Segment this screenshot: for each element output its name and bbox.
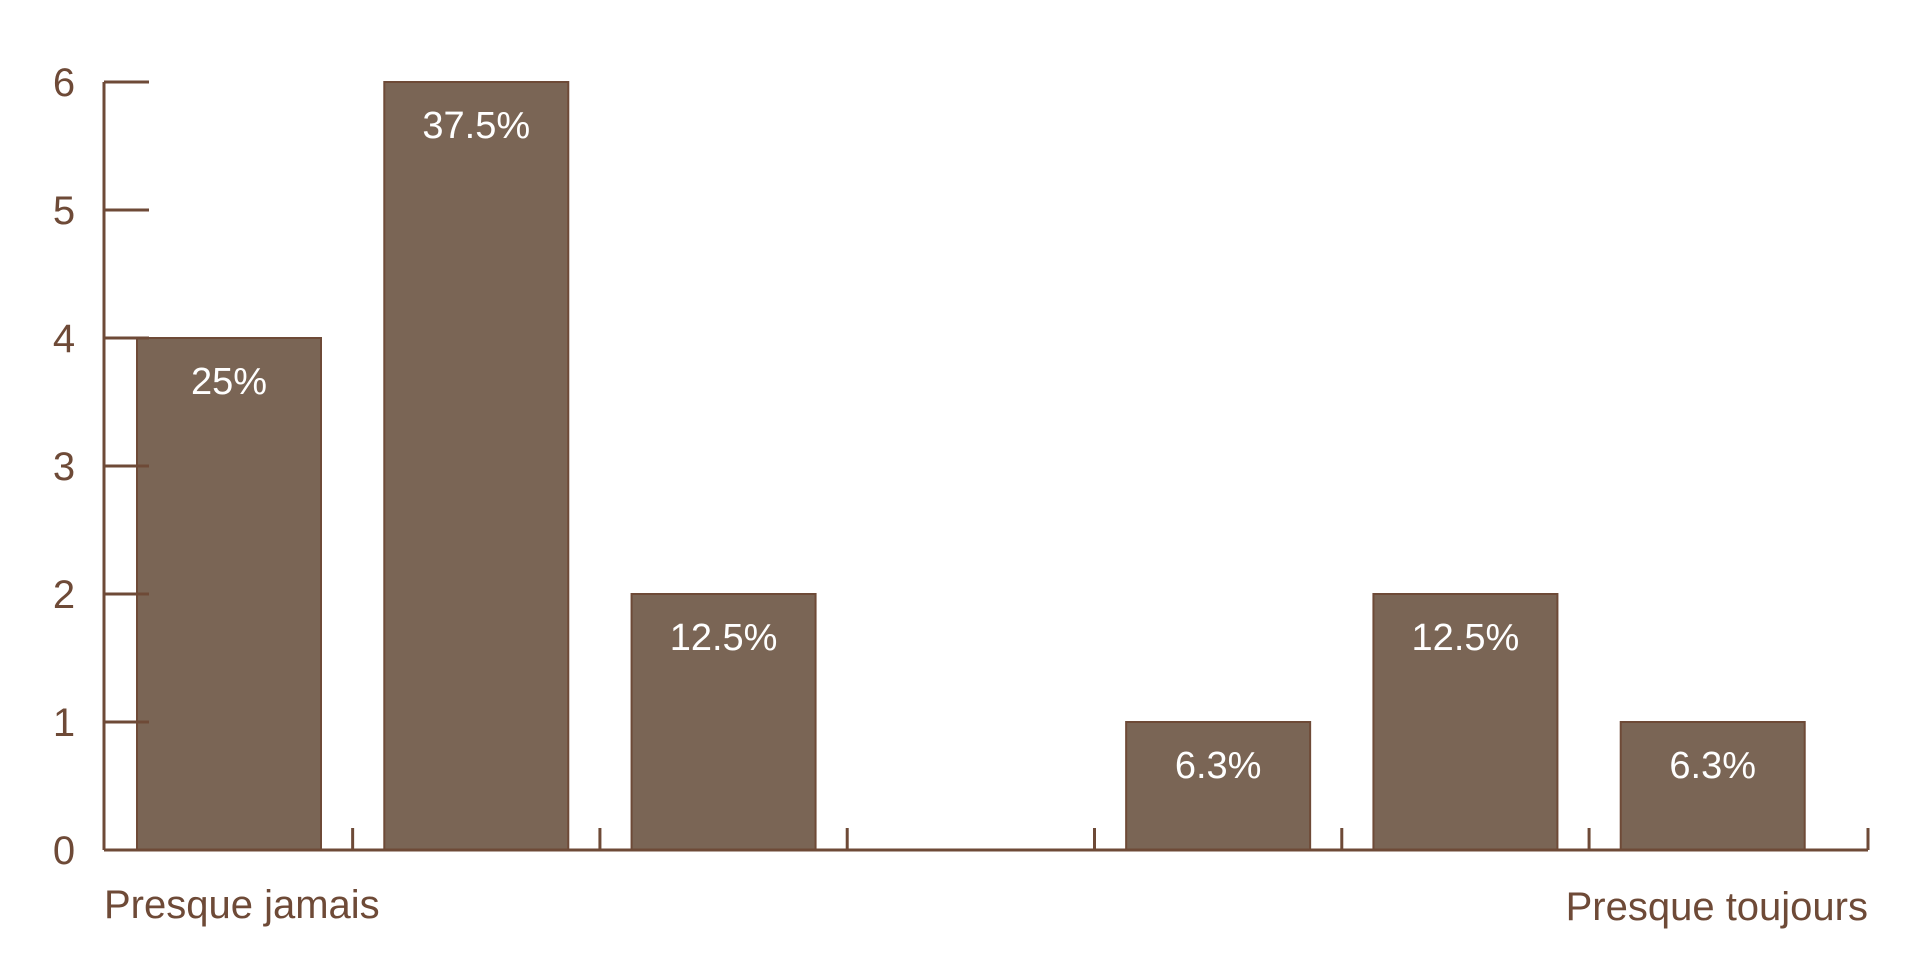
bar-data-label: 12.5%: [670, 617, 778, 659]
y-ticks-group: 0 1 2 3 4 5 6: [53, 61, 149, 873]
y-tick-label: 4: [53, 317, 75, 361]
bar-data-label: 25%: [191, 361, 267, 403]
bar: [383, 81, 570, 851]
y-tick-label: 6: [53, 61, 75, 105]
y-tick-label: 5: [53, 189, 75, 233]
x-axis-right-label: Presque toujours: [1566, 885, 1868, 929]
y-tick-label: 0: [53, 829, 75, 873]
bar-data-label: 6.3%: [1175, 745, 1262, 787]
bar-data-label: 6.3%: [1669, 745, 1756, 787]
axes-group: [102, 82, 1868, 852]
bar: [630, 593, 817, 851]
bar: [136, 337, 322, 851]
bar-data-label: 12.5%: [1412, 617, 1520, 659]
bar: [1619, 721, 1806, 851]
bar-labels-group: 25% 37.5% 12.5% 6.3% 12.5% 6.3%: [191, 105, 1756, 787]
x-ticks-group: [351, 828, 1870, 850]
bar-data-label: 37.5%: [422, 105, 530, 147]
x-axis-left-label: Presque jamais: [104, 883, 380, 927]
bar: [1125, 721, 1312, 851]
bars-group: [136, 81, 1806, 851]
bar: [1372, 593, 1559, 851]
y-tick-label: 2: [53, 573, 75, 617]
y-tick-label: 3: [53, 445, 75, 489]
y-tick-label: 1: [53, 701, 75, 745]
